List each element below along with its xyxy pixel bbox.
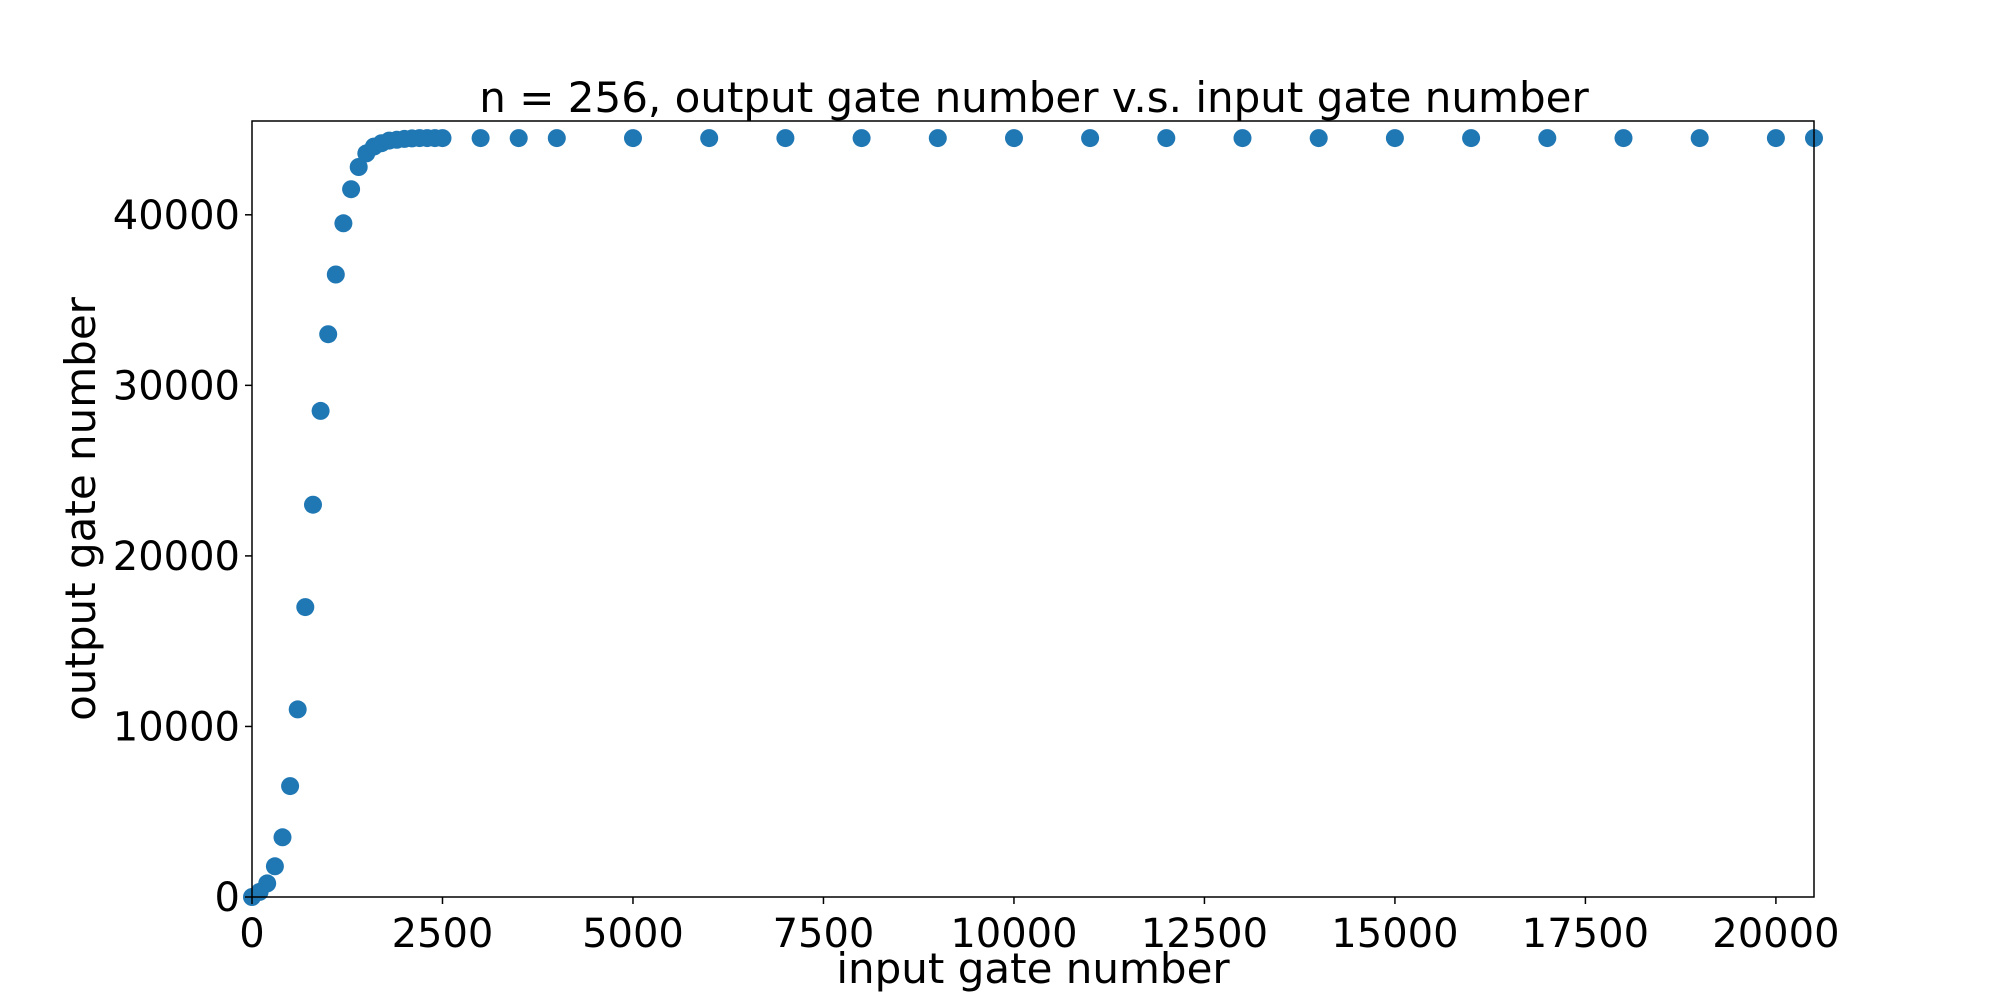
data-point (1462, 129, 1481, 148)
y-tick-label: 30000 (113, 363, 240, 409)
data-point (326, 265, 345, 284)
x-tick-label: 5000 (582, 911, 684, 957)
data-point (1005, 129, 1023, 148)
data-point (700, 129, 719, 148)
data-point (349, 158, 368, 176)
data-point (1538, 129, 1557, 148)
y-tick-label: 40000 (113, 193, 240, 239)
y-tick-label: 0 (215, 875, 240, 921)
x-tick-label: 17500 (1522, 911, 1649, 957)
chart-title: n = 256, output gate number v.s. input g… (479, 73, 1589, 122)
data-point (624, 129, 642, 148)
data-point (1081, 129, 1100, 148)
data-point (281, 777, 300, 796)
x-tick-label: 2500 (392, 911, 494, 957)
x-tick-label: 12500 (1141, 911, 1268, 957)
x-tick-label: 15000 (1331, 911, 1458, 957)
data-point (928, 129, 947, 148)
x-tick-label: 20000 (1712, 911, 1839, 957)
data-point (1157, 129, 1176, 148)
data-point (1690, 129, 1709, 148)
data-point (319, 325, 338, 344)
data-point (334, 214, 353, 233)
plot-area-frame (251, 120, 1815, 898)
data-point (311, 401, 330, 420)
x-tick-label: 7500 (773, 911, 875, 957)
x-tick-label: 10000 (950, 911, 1077, 957)
data-point (265, 857, 284, 876)
data-point (1233, 129, 1252, 148)
data-point (258, 874, 277, 893)
x-axis: 0 2500 5000 7500 10000 12500 15000 17500 20000 (239, 897, 1840, 957)
data-point (1385, 129, 1404, 148)
x-axis-label: input gate number (836, 944, 1230, 993)
data-point (1766, 129, 1785, 148)
y-axis: 0 10000 20000 30000 40000 (113, 193, 252, 921)
data-point (296, 598, 315, 617)
data-point (304, 495, 322, 514)
data-point (273, 828, 292, 847)
y-tick-label: 20000 (113, 534, 240, 580)
data-point (471, 129, 490, 148)
y-axis-label: output gate number (56, 296, 105, 721)
data-point (509, 129, 528, 148)
x-tick-label: 0 (239, 911, 264, 957)
data-point (547, 129, 566, 148)
data-point (1614, 129, 1633, 148)
data-point (288, 700, 307, 719)
data-points (243, 129, 1823, 906)
data-point (1309, 129, 1328, 148)
data-point (433, 129, 452, 148)
data-point (776, 129, 795, 148)
data-point (852, 129, 871, 148)
data-point (342, 180, 361, 199)
y-tick-label: 10000 (113, 704, 240, 750)
